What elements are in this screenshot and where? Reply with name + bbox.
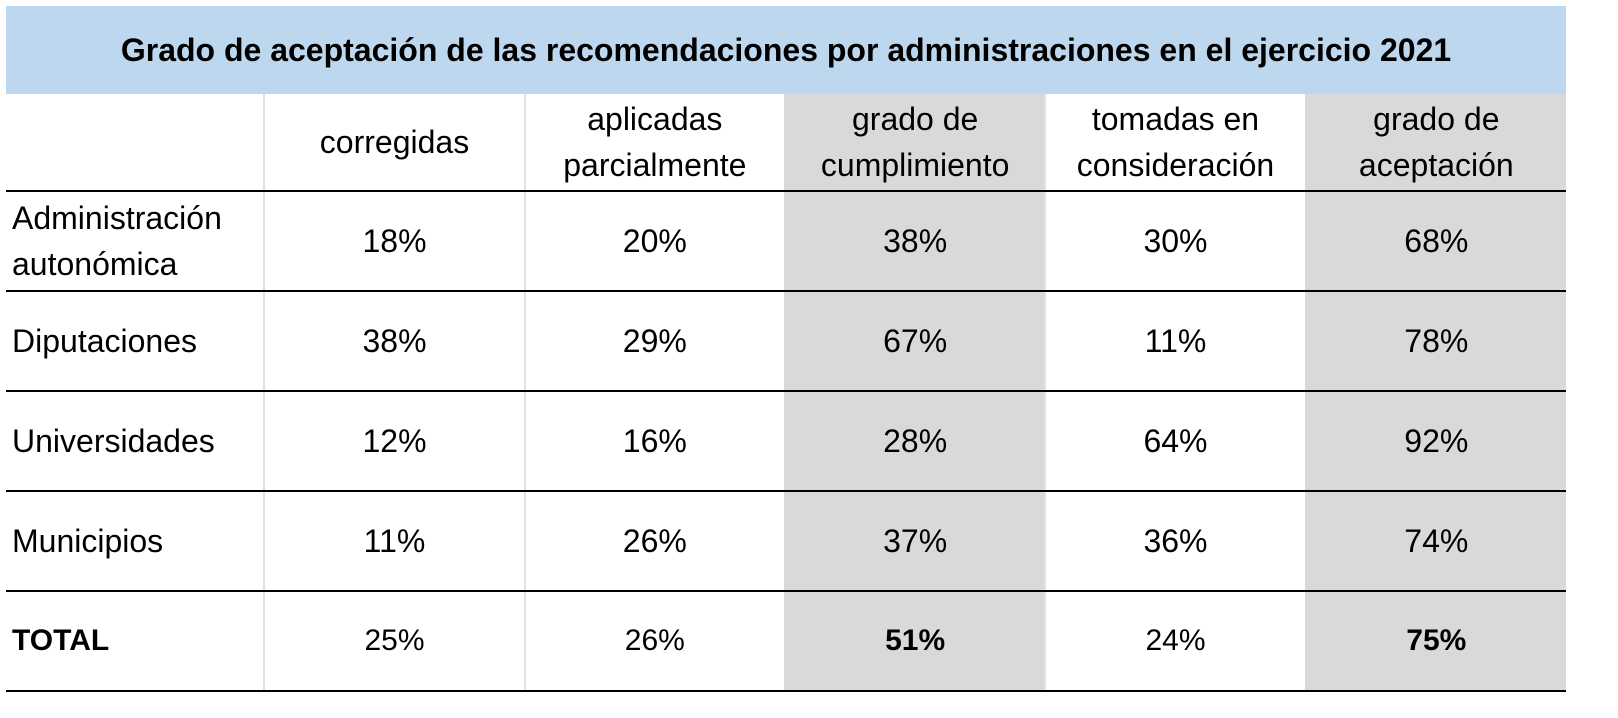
cell-tomadas-en-consideracion: 24% — [1044, 591, 1306, 692]
row-label: Municipios — [6, 491, 265, 592]
cell-aplicadas-parcialmente: 26% — [523, 591, 785, 692]
cell-tomadas-en-consideracion: 64% — [1044, 391, 1306, 492]
row-label-line: Diputaciones — [12, 322, 197, 359]
row-label: Universidades — [6, 391, 265, 492]
header-line: grado de — [1373, 100, 1500, 137]
cell-grado-de-cumplimiento: 37% — [783, 491, 1046, 592]
cell-tomadas-en-consideracion: 30% — [1044, 191, 1306, 292]
row-label: Diputaciones — [6, 291, 265, 392]
row-label-total: TOTAL — [6, 591, 265, 692]
table-row-municipios: Municipios 11% 26% 37% 36% 74% — [6, 491, 1566, 592]
row-label-line: autonómica — [12, 246, 178, 282]
cell-aplicadas-parcialmente: 16% — [523, 391, 785, 492]
acceptance-table-figure: Grado de aceptación de las recomendacion… — [6, 6, 1566, 692]
acceptance-table: corregidas aplicadas parcialmente grado … — [6, 94, 1566, 692]
cell-corregidas: 11% — [263, 491, 525, 592]
header-line: aplicadas — [587, 100, 723, 137]
cell-tomadas-en-consideracion: 36% — [1044, 491, 1306, 592]
cell-aplicadas-parcialmente: 29% — [523, 291, 785, 392]
row-label-line: Administración — [12, 199, 222, 236]
header-aplicadas-parcialmente: aplicadas parcialmente — [523, 94, 785, 192]
row-label: Administración autonómica — [6, 191, 265, 292]
cell-grado-de-aceptacion: 78% — [1304, 291, 1566, 392]
header-line: grado de — [851, 100, 979, 137]
header-tomadas-en-consideracion: tomadas en consideración — [1044, 94, 1306, 192]
cell-grado-de-cumplimiento: 38% — [783, 191, 1046, 292]
cell-corregidas: 18% — [263, 191, 525, 292]
header-grado-de-cumplimiento: grado de cumplimiento — [783, 94, 1046, 192]
cell-grado-de-aceptacion: 92% — [1304, 391, 1566, 492]
table-title: Grado de aceptación de las recomendacion… — [6, 6, 1566, 94]
table-row-universidades: Universidades 12% 16% 28% 64% 92% — [6, 391, 1566, 492]
row-label-line: Municipios — [12, 522, 164, 559]
table-row-total: TOTAL 25% 26% 51% 24% 75% — [6, 591, 1566, 692]
header-line: tomadas en — [1091, 100, 1260, 137]
cell-grado-de-aceptacion: 68% — [1304, 191, 1566, 292]
cell-tomadas-en-consideracion: 11% — [1044, 291, 1306, 392]
header-line: corregidas — [319, 123, 470, 160]
header-blank-cell — [6, 94, 265, 192]
cell-grado-de-cumplimiento: 67% — [783, 291, 1046, 392]
cell-aplicadas-parcialmente: 20% — [523, 191, 785, 292]
cell-corregidas: 38% — [263, 291, 525, 392]
cell-grado-de-cumplimiento: 28% — [783, 391, 1046, 492]
cell-grado-de-aceptacion: 74% — [1304, 491, 1566, 592]
header-line: cumplimiento — [820, 147, 1010, 183]
header-grado-de-aceptacion: grado de aceptación — [1304, 94, 1566, 192]
cell-grado-de-aceptacion: 75% — [1304, 591, 1566, 692]
row-label-line: Universidades — [12, 422, 215, 459]
table-row-administracion-autonomica: Administración autonómica 18% 20% 38% 30… — [6, 191, 1566, 292]
header-line: aceptación — [1358, 147, 1514, 183]
cell-corregidas: 25% — [263, 591, 525, 692]
header-row: corregidas aplicadas parcialmente grado … — [6, 94, 1566, 192]
header-corregidas: corregidas — [263, 94, 525, 192]
cell-corregidas: 12% — [263, 391, 525, 492]
table-row-diputaciones: Diputaciones 38% 29% 67% 11% 78% — [6, 291, 1566, 392]
cell-grado-de-cumplimiento: 51% — [783, 591, 1046, 692]
header-line: parcialmente — [563, 147, 747, 183]
cell-aplicadas-parcialmente: 26% — [523, 491, 785, 592]
header-line: consideración — [1076, 147, 1275, 183]
